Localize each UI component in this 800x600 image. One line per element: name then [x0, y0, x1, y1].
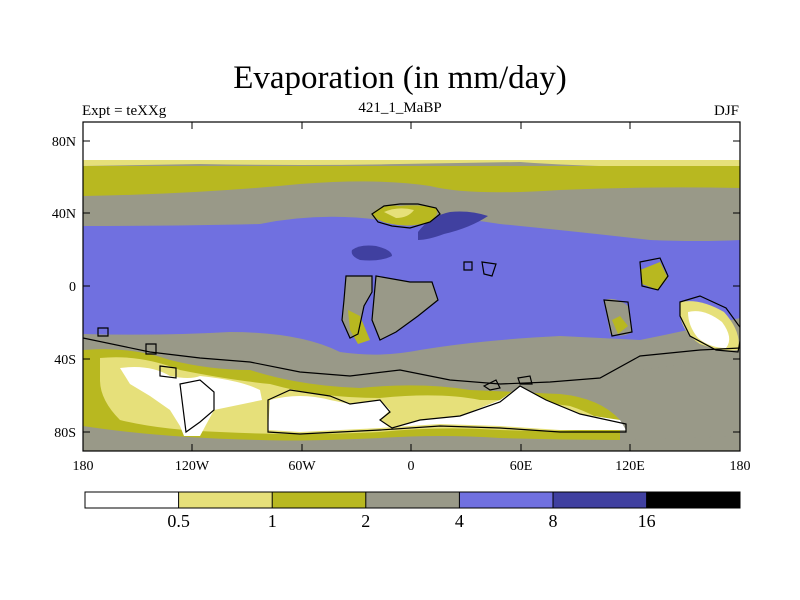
svg-text:40N: 40N — [52, 207, 76, 222]
svg-text:180: 180 — [73, 459, 94, 474]
field-northern-olive-band — [83, 166, 740, 196]
svg-text:80S: 80S — [54, 426, 76, 441]
svg-text:80N: 80N — [52, 135, 76, 150]
y-tick-80s: 80S — [54, 426, 740, 441]
field-tropical-olive-b — [612, 316, 628, 334]
season-label: DJF — [713, 103, 739, 119]
experiment-label: Expt = teXXg — [82, 103, 167, 119]
colorbar-bin-3 — [272, 492, 366, 508]
field-southern-edge — [83, 426, 740, 451]
colorbar-label-4: 4 — [455, 511, 464, 531]
svg-text:0: 0 — [69, 280, 76, 295]
colorbar-bin-7 — [646, 492, 740, 508]
period-label: 421_1_MaBP — [358, 100, 442, 116]
map-panel — [83, 122, 740, 451]
coastline-outlines — [83, 203, 740, 435]
y-tick-40n: 40N — [52, 207, 740, 222]
field-southeast-low-region — [688, 311, 730, 348]
colorbar-bin-4 — [365, 492, 460, 508]
x-axis: 180 120W 60W 0 60E 120E 180 — [73, 122, 751, 474]
field-high-evap-north-pacific — [418, 211, 488, 240]
colorbar-bin-2 — [178, 492, 273, 508]
colorbar-label-0-5: 0.5 — [167, 511, 190, 531]
colorbar-label-1: 1 — [268, 511, 277, 531]
svg-text:120E: 120E — [615, 459, 645, 474]
svg-text:60E: 60E — [510, 459, 533, 474]
colorbar-label-2: 2 — [361, 511, 370, 531]
x-tick-60w: 60W — [288, 122, 316, 474]
y-tick-0: 0 — [69, 280, 740, 295]
colorbar-bin-6 — [553, 492, 647, 508]
colorbar: 0.5 1 2 4 8 16 — [84, 491, 741, 531]
field-tropical-olive-c — [640, 262, 668, 290]
svg-text:40S: 40S — [54, 353, 76, 368]
x-tick-180w: 180 — [73, 444, 94, 474]
y-tick-80n: 80N — [52, 135, 740, 150]
colorbar-label-8: 8 — [549, 511, 558, 531]
field-antarctic-east-low — [268, 386, 626, 432]
field-high-evap-atlantic — [351, 245, 392, 261]
map-title: Evaporation (in mm/day) — [233, 60, 567, 96]
y-tick-40s: 40S — [54, 353, 740, 368]
colorbar-frame — [84, 491, 741, 509]
field-antarctic-west-low — [120, 367, 262, 436]
svg-text:180: 180 — [730, 459, 751, 474]
x-tick-60e: 60E — [510, 122, 533, 474]
field-northern-continent-pale — [384, 208, 414, 218]
svg-text:120W: 120W — [175, 459, 210, 474]
field-northern-pale-band — [83, 160, 740, 168]
colorbar-bin-5 — [459, 492, 553, 508]
svg-text:0: 0 — [408, 459, 415, 474]
field-tropical-continent-east — [372, 276, 438, 340]
x-tick-120e: 120E — [615, 122, 645, 474]
y-axis: 80N 40N 0 40S 80S — [52, 135, 740, 441]
x-tick-120w: 120W — [175, 122, 210, 474]
colorbar-bin-1 — [85, 492, 179, 508]
colorbar-label-16: 16 — [638, 511, 656, 531]
x-tick-0: 0 — [408, 122, 415, 474]
svg-text:60W: 60W — [288, 459, 316, 474]
x-tick-180e: 180 — [730, 444, 751, 474]
